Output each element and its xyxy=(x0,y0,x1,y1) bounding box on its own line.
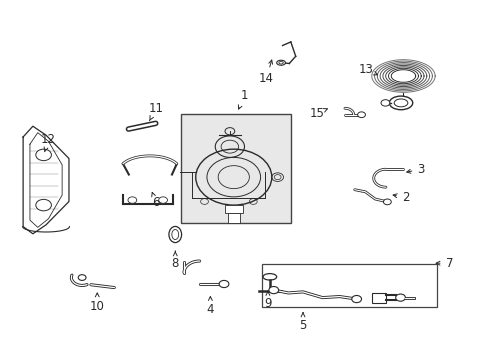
Ellipse shape xyxy=(276,60,285,65)
Circle shape xyxy=(357,112,365,118)
Circle shape xyxy=(383,199,390,205)
Ellipse shape xyxy=(393,99,407,107)
Ellipse shape xyxy=(171,229,178,239)
Bar xyxy=(181,114,290,223)
Ellipse shape xyxy=(168,226,181,243)
Text: 12: 12 xyxy=(41,133,56,152)
Circle shape xyxy=(219,280,228,288)
Circle shape xyxy=(158,197,167,203)
Circle shape xyxy=(268,287,278,294)
Ellipse shape xyxy=(388,96,412,110)
Text: 4: 4 xyxy=(206,297,214,316)
Circle shape xyxy=(395,294,405,301)
Circle shape xyxy=(36,199,51,211)
Text: 3: 3 xyxy=(406,163,424,176)
Text: 2: 2 xyxy=(392,191,408,204)
Text: 11: 11 xyxy=(148,103,163,121)
Circle shape xyxy=(78,275,86,280)
Ellipse shape xyxy=(278,62,283,64)
Text: 15: 15 xyxy=(308,107,327,120)
Ellipse shape xyxy=(263,274,276,280)
Circle shape xyxy=(128,197,137,203)
Circle shape xyxy=(351,296,361,303)
Text: 8: 8 xyxy=(171,251,179,270)
Circle shape xyxy=(36,149,51,161)
Bar xyxy=(227,213,239,223)
Bar xyxy=(224,205,242,213)
Text: 1: 1 xyxy=(238,89,248,109)
Text: 13: 13 xyxy=(358,63,377,76)
Text: 10: 10 xyxy=(90,293,104,313)
Text: 6: 6 xyxy=(151,192,159,209)
Bar xyxy=(371,293,385,303)
Circle shape xyxy=(380,100,389,106)
Text: 7: 7 xyxy=(435,257,452,270)
Text: 5: 5 xyxy=(299,313,306,332)
Text: 14: 14 xyxy=(259,60,273,85)
Bar xyxy=(261,264,436,307)
Text: 9: 9 xyxy=(264,291,271,310)
